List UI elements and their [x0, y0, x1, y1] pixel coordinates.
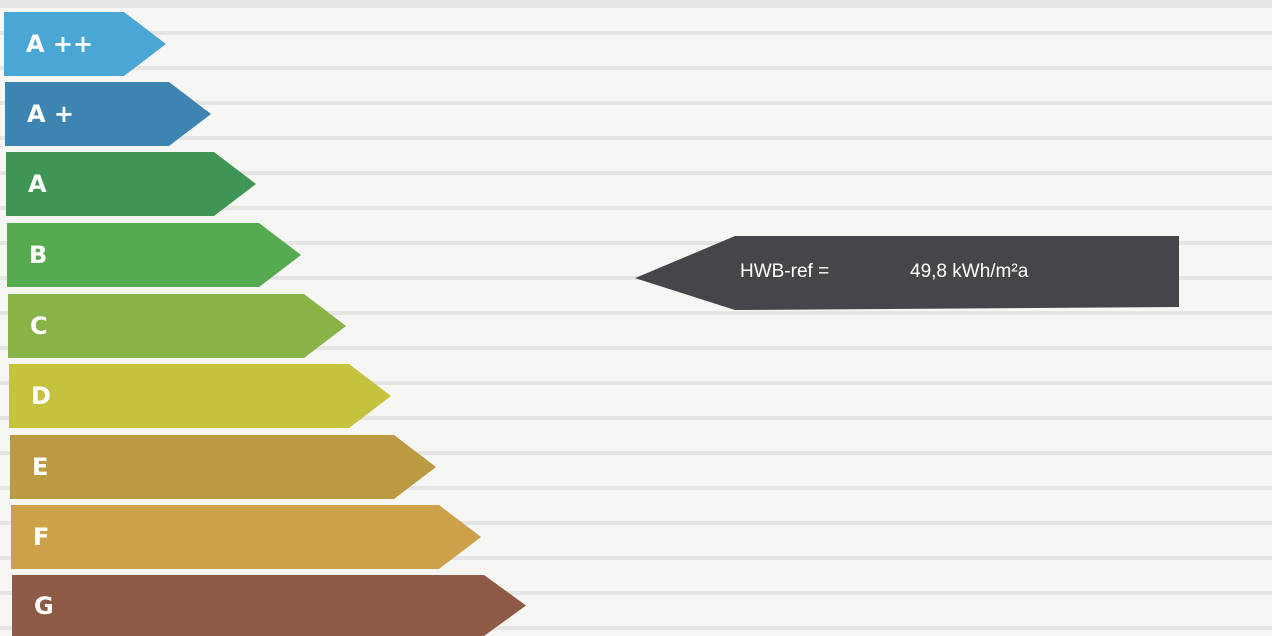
- class-label: G: [34, 591, 54, 620]
- class-bar-a: A: [6, 152, 256, 216]
- hwb-value: 49,8 kWh/m²a: [910, 261, 1029, 282]
- class-label: B: [29, 241, 48, 269]
- class-bar-b: B: [7, 223, 301, 287]
- class-bar-a-plus: A +: [5, 82, 211, 146]
- class-label: D: [31, 382, 51, 410]
- class-bar-e: E: [10, 435, 436, 499]
- class-bar-d: D: [9, 364, 391, 428]
- class-label: A ++: [26, 30, 94, 58]
- class-label: F: [33, 523, 50, 551]
- hwb-label: HWB-ref =: [740, 261, 830, 282]
- class-bar-g: G: [12, 575, 526, 636]
- hwb-indicator-arrow: HWB-ref = 49,8 kWh/m²a: [635, 236, 1179, 310]
- class-label: E: [32, 453, 49, 481]
- class-bar-f: F: [11, 505, 481, 569]
- class-label: C: [30, 312, 48, 340]
- class-bar-c: C: [8, 294, 346, 358]
- class-label: A: [28, 170, 47, 198]
- class-label: A +: [27, 100, 75, 128]
